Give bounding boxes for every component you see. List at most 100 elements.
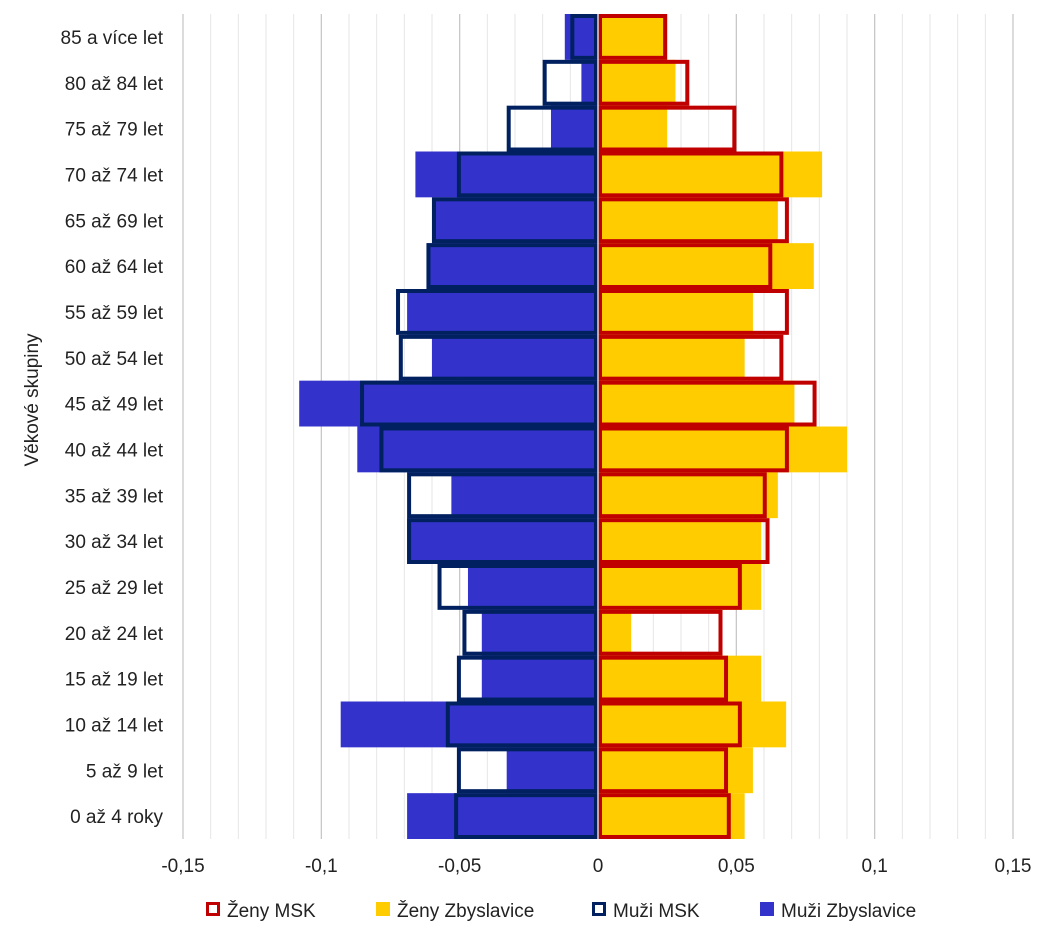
y-tick-label: 60 až 64 let <box>65 257 164 278</box>
bar-ženy-msk <box>598 59 690 106</box>
bar-muži-zbyslavice <box>550 105 598 152</box>
legend-label: Muži MSK <box>613 901 700 922</box>
bar-muži-msk <box>542 59 599 106</box>
bar-muži-zbyslavice <box>481 609 598 656</box>
bar-ženy-zbyslavice <box>598 105 668 152</box>
bar-muži-msk <box>396 289 598 335</box>
bar-muži-msk <box>379 426 598 473</box>
bar-ženy-msk <box>598 105 737 152</box>
bar-ženy-msk <box>598 426 789 473</box>
bar-ženy-zbyslavice <box>598 243 814 289</box>
bar-ženy-zbyslavice <box>598 609 632 656</box>
y-tick-label: 35 až 39 let <box>65 486 164 507</box>
bar-ženy-zbyslavice <box>598 197 778 244</box>
bar-ženy-zbyslavice <box>598 426 847 473</box>
x-tick-label: -0,15 <box>161 856 204 877</box>
y-tick-label: 30 až 34 let <box>65 532 164 553</box>
bar-ženy-msk <box>598 564 742 610</box>
legend-item: Muži Zbyslavice <box>760 901 916 922</box>
bar-muži-zbyslavice <box>299 380 598 427</box>
legend-label: Ženy MSK <box>227 900 316 922</box>
y-tick-label: 70 až 74 let <box>65 165 164 186</box>
x-tick-label: 0,15 <box>995 856 1032 877</box>
bar-ženy-msk <box>598 518 770 565</box>
y-tick-label: 15 až 19 let <box>65 670 164 691</box>
bar-ženy-msk <box>598 701 742 748</box>
filled-bars <box>299 14 847 839</box>
bar-muži-msk <box>398 334 598 381</box>
bar-muži-zbyslavice <box>415 151 598 198</box>
x-tick-label: 0 <box>593 856 604 877</box>
bar-ženy-zbyslavice <box>598 793 745 839</box>
bar-muži-msk <box>360 380 599 427</box>
bar-muži-zbyslavice <box>481 655 598 702</box>
x-tick-label: 0,05 <box>718 856 755 877</box>
bar-ženy-msk <box>598 289 789 335</box>
bar-ženy-zbyslavice <box>598 701 787 748</box>
bar-muži-zbyslavice <box>564 14 598 60</box>
legend: Ženy MSK Ženy Zbyslavice Muži MSK Muži Zbys… <box>206 900 916 922</box>
bar-muži-zbyslavice <box>340 701 598 748</box>
bar-muži-msk <box>432 197 598 244</box>
bar-muži-msk <box>456 747 598 794</box>
legend-label: Muži Zbyslavice <box>781 901 916 922</box>
bar-ženy-zbyslavice <box>598 380 795 427</box>
y-tick-label: 0 až 4 roky <box>70 807 163 828</box>
bar-ženy-zbyslavice <box>598 472 778 519</box>
legend-item: Muži MSK <box>592 901 700 922</box>
legend-label: Ženy Zbyslavice <box>397 900 534 922</box>
bar-muži-zbyslavice <box>407 289 598 335</box>
bar-muži-zbyslavice <box>407 793 598 839</box>
bar-ženy-zbyslavice <box>598 59 676 106</box>
y-tick-labels: 0 až 4 roky 5 až 9 let 10 až 14 let 15 až 1… <box>61 28 164 828</box>
bar-ženy-zbyslavice <box>598 14 668 60</box>
y-tick-label: 55 až 59 let <box>65 303 164 324</box>
bar-ženy-msk <box>598 151 784 198</box>
bar-muži-msk <box>506 105 599 152</box>
bar-muži-msk <box>456 655 598 702</box>
x-tick-label: 0,1 <box>861 856 887 877</box>
bar-ženy-msk <box>598 747 729 794</box>
bar-ženy-msk <box>598 380 817 427</box>
y-tick-label: 85 a více let <box>61 28 164 49</box>
bar-muži-msk <box>570 14 598 60</box>
y-tick-label: 75 až 79 let <box>65 120 164 141</box>
bar-ženy-msk <box>598 334 784 381</box>
bar-muži-msk <box>407 518 598 565</box>
bar-ženy-msk <box>598 197 789 244</box>
bar-muži-zbyslavice <box>426 243 598 289</box>
y-tick-label: 45 až 49 let <box>65 395 164 416</box>
legend-swatch <box>592 902 606 916</box>
bar-ženy-msk <box>598 243 773 290</box>
bar-muži-zbyslavice <box>581 59 598 106</box>
bar-muži-zbyslavice <box>407 518 598 564</box>
bar-muži-msk <box>426 243 599 290</box>
bar-ženy-msk <box>598 472 767 519</box>
bar-ženy-msk <box>598 609 723 656</box>
y-tick-label: 40 až 44 let <box>65 440 164 461</box>
bar-ženy-msk <box>598 14 668 60</box>
bar-muži-zbyslavice <box>357 426 598 473</box>
bar-ženy-zbyslavice <box>598 518 762 564</box>
bar-ženy-zbyslavice <box>598 289 753 335</box>
y-axis-title: Věkové skupiny <box>22 333 43 467</box>
legend-item: Ženy MSK <box>206 900 316 922</box>
legend-swatch <box>760 902 774 916</box>
bar-muži-msk <box>462 609 598 656</box>
x-tick-label: -0,05 <box>438 856 481 877</box>
bar-muži-msk <box>407 472 598 519</box>
legend-swatch <box>376 902 390 916</box>
bar-muži-zbyslavice <box>432 334 598 381</box>
bar-muži-msk <box>437 564 598 610</box>
y-tick-label: 20 až 24 let <box>65 624 164 645</box>
bar-muži-msk <box>456 151 598 198</box>
bar-ženy-zbyslavice <box>598 655 762 702</box>
y-tick-label: 80 až 84 let <box>65 74 164 95</box>
bar-muži-zbyslavice <box>432 197 598 244</box>
bar-muži-zbyslavice <box>451 472 598 519</box>
y-tick-label: 5 až 9 let <box>86 761 164 782</box>
bar-ženy-zbyslavice <box>598 334 745 381</box>
legend-swatch <box>206 902 220 916</box>
